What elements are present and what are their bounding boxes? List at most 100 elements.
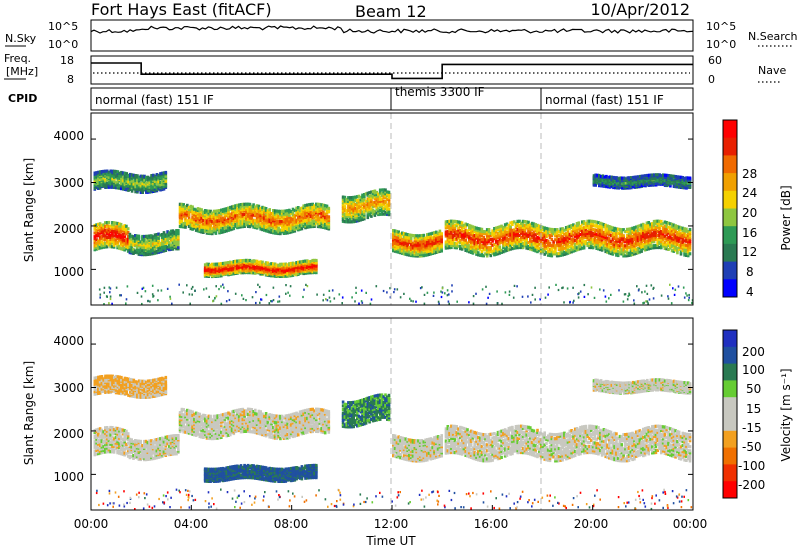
range-gate-cell <box>624 240 627 244</box>
range-gate-cell <box>279 214 282 219</box>
range-gate-cell <box>266 211 270 215</box>
range-gate-cell <box>543 236 546 240</box>
range-gate-cell <box>453 233 457 238</box>
range-gate-cell <box>656 241 659 245</box>
range-gate-cell <box>288 208 291 212</box>
range-gate-cell <box>498 231 502 235</box>
range-gate-cell <box>128 248 132 252</box>
range-gate-cell <box>525 236 528 240</box>
range-gate-cell <box>196 207 200 211</box>
range-gate-cell <box>597 235 600 239</box>
range-gate-cell <box>622 252 625 256</box>
range-gate-cell <box>155 181 159 185</box>
range-gate-cell <box>523 232 527 236</box>
range-gate-cell <box>564 238 568 242</box>
range-gate-cell <box>529 245 532 249</box>
range-gate-cell <box>234 217 237 222</box>
range-gate-cell <box>227 213 230 217</box>
range-gate-cell <box>291 219 295 223</box>
range-gate-cell <box>590 231 593 235</box>
range-gate-cell <box>320 213 323 217</box>
range-gate-cell <box>126 247 130 251</box>
range-gate-cell <box>218 209 221 213</box>
range-gate-cell <box>277 219 280 224</box>
range-gate-cell <box>670 222 674 226</box>
range-gate-cell <box>473 225 476 230</box>
range-gate-cell <box>620 228 624 232</box>
range-gate-cell <box>451 221 455 225</box>
range-gate-cell <box>597 233 600 237</box>
range-gate-cell <box>455 236 458 240</box>
range-gate-cell <box>424 253 427 257</box>
range-gate-cell <box>118 228 121 232</box>
range-gate-cell <box>322 212 325 216</box>
range-gate-cell <box>514 244 518 248</box>
range-gate-cell <box>591 232 595 236</box>
range-gate-cell <box>597 229 600 233</box>
range-gate-cell <box>261 222 264 227</box>
range-gate-cell <box>577 231 581 235</box>
range-gate-cell <box>239 203 243 207</box>
range-gate-cell <box>548 251 552 256</box>
range-gate-cell <box>686 242 690 246</box>
range-gate-cell <box>455 238 458 242</box>
range-gate-cell <box>477 229 480 233</box>
range-gate-cell <box>123 227 126 231</box>
range-gate-cell <box>494 236 498 240</box>
range-gate-cell <box>453 225 457 229</box>
range-gate-cell <box>548 229 552 233</box>
range-gate-cell <box>509 233 512 237</box>
range-gate-cell <box>606 250 609 254</box>
range-gate-cell <box>207 214 211 218</box>
range-gate-cell <box>663 230 667 234</box>
range-gate-cell <box>300 216 304 220</box>
range-gate-cell <box>119 224 123 228</box>
range-gate-cell <box>316 209 320 213</box>
range-gate-cell <box>98 235 102 239</box>
range-gate-cell <box>446 242 450 246</box>
range-gate-cell <box>688 242 692 246</box>
range-gate-cell <box>633 238 636 242</box>
range-gate-cell <box>323 212 327 216</box>
range-gate-cell <box>368 202 371 206</box>
range-gate-cell <box>107 228 111 232</box>
range-gate-cell <box>642 247 645 251</box>
range-gate-cell <box>581 220 584 224</box>
range-gate-cell <box>198 216 202 220</box>
range-gate-cell <box>611 244 615 248</box>
range-gate-cell <box>634 237 638 241</box>
range-gate-cell <box>150 234 153 238</box>
range-gate-cell <box>489 249 493 254</box>
range-gate-cell <box>475 248 478 252</box>
range-gate-cell <box>427 242 431 246</box>
range-gate-cell <box>291 226 295 230</box>
range-gate-cell <box>221 226 225 231</box>
range-gate-cell <box>618 250 622 254</box>
range-gate-cell <box>279 211 282 215</box>
range-gate-cell <box>356 195 359 199</box>
range-gate-cell <box>246 216 250 220</box>
range-gate-cell <box>433 235 436 239</box>
range-gate-cell <box>582 230 586 234</box>
range-gate-cell <box>214 273 218 277</box>
range-gate-cell <box>243 209 246 213</box>
range-gate-cell <box>640 241 643 245</box>
range-gate-cell <box>566 251 570 255</box>
range-gate-cell <box>288 273 291 277</box>
range-gate-cell <box>311 270 314 274</box>
range-gate-cell <box>606 228 609 232</box>
range-gate-cell <box>320 216 323 221</box>
range-gate-cell <box>311 264 314 268</box>
range-gate-cell <box>345 212 348 216</box>
range-gate-cell <box>141 248 144 252</box>
range-gate-cell <box>613 226 616 230</box>
range-gate-cell <box>97 239 100 243</box>
range-gate-cell <box>184 210 187 214</box>
range-gate-cell <box>234 219 237 223</box>
range-gate-cell <box>615 241 618 245</box>
range-gate-cell <box>660 221 663 226</box>
range-gate-cell <box>125 172 128 176</box>
range-gate-cell <box>507 234 511 238</box>
range-gate-cell <box>645 221 649 225</box>
range-gate-cell <box>246 211 250 215</box>
